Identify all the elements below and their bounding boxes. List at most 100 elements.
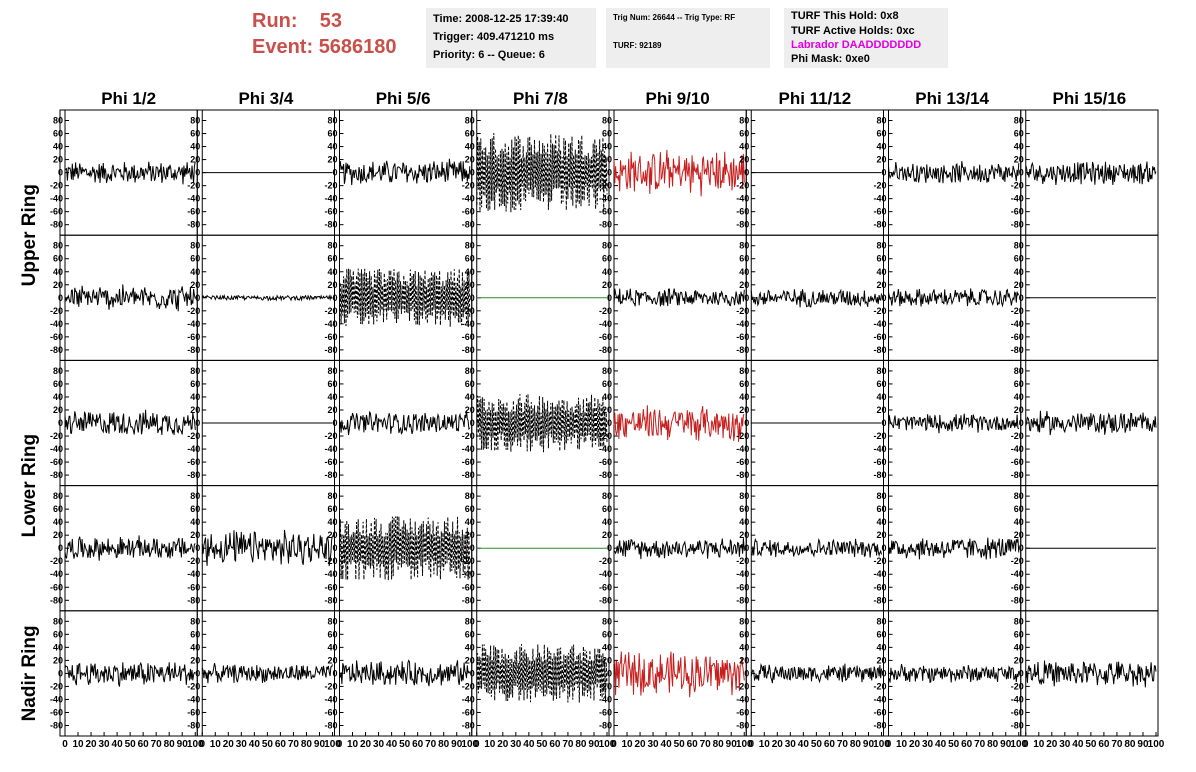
y-tick-label: 40	[602, 392, 612, 402]
y-tick-label: -80	[324, 595, 337, 605]
column-header: Phi 3/4	[238, 89, 293, 108]
run-line: Run: 53	[252, 8, 422, 34]
y-tick-label: 60	[327, 504, 337, 514]
y-tick-label: -40	[187, 444, 200, 454]
y-tick-label: 40	[1014, 142, 1024, 152]
x-tick-label: 70	[700, 739, 712, 750]
y-tick-label: 80	[602, 616, 612, 626]
y-tick-label: -60	[324, 332, 337, 342]
x-tick-label: 80	[164, 739, 176, 750]
y-tick-label: -40	[324, 319, 337, 329]
y-tick-label: 60	[1014, 379, 1024, 389]
y-tick-label: 20	[190, 655, 200, 665]
y-tick-label: 80	[1014, 491, 1024, 501]
x-tick-label: 10	[72, 739, 84, 750]
y-tick-label: -80	[324, 720, 337, 730]
y-tick-label: -40	[873, 194, 886, 204]
y-tick-label: 0	[470, 668, 475, 678]
y-tick-label: 80	[739, 616, 749, 626]
y-tick-label: 20	[602, 530, 612, 540]
y-tick-label: -20	[187, 681, 200, 691]
y-tick-label: -60	[736, 332, 749, 342]
column-header: Phi 7/8	[513, 89, 568, 108]
y-tick-label: 20	[465, 405, 475, 415]
column-header: Phi 13/14	[915, 89, 989, 108]
x-tick-label: 50	[948, 739, 960, 750]
y-tick-label: 0	[1019, 668, 1024, 678]
y-tick-label: 40	[876, 642, 886, 652]
y-tick-label: -40	[324, 569, 337, 579]
y-tick-label: -60	[1011, 457, 1024, 467]
y-tick-label: 60	[876, 504, 886, 514]
y-tick-label: 40	[602, 642, 612, 652]
y-tick-label: 20	[190, 155, 200, 165]
y-tick-label: 20	[53, 405, 63, 415]
y-tick-label: -80	[462, 470, 475, 480]
y-tick-label: -20	[736, 306, 749, 316]
waveform-trace	[1025, 660, 1157, 688]
labrador-text: Labrador DAADDDDDDD	[791, 39, 922, 51]
y-tick-label: -20	[324, 431, 337, 441]
waveform-trace	[64, 661, 196, 687]
y-tick-label: 40	[190, 392, 200, 402]
trig-num-text: Trig Num: 26644 -- Trig Type: RF	[613, 13, 736, 22]
y-tick-label: 20	[739, 280, 749, 290]
y-tick-label: 40	[53, 392, 63, 402]
x-tick-label: 40	[1072, 739, 1084, 750]
y-tick-label: 80	[602, 116, 612, 126]
x-tick-label: 40	[935, 739, 947, 750]
x-tick-label: 60	[549, 739, 561, 750]
y-tick-label: 0	[58, 293, 63, 303]
y-tick-label: -20	[462, 306, 475, 316]
y-tick-label: 20	[876, 405, 886, 415]
waveform-trace	[888, 413, 1020, 434]
y-tick-label: -60	[1011, 582, 1024, 592]
y-tick-label: 0	[881, 418, 886, 428]
y-tick-label: -60	[187, 707, 200, 717]
y-tick-label: -20	[873, 556, 886, 566]
y-tick-label: 60	[602, 379, 612, 389]
y-tick-label: 0	[881, 168, 886, 178]
y-tick-label: -60	[1011, 707, 1024, 717]
y-tick-label: -40	[462, 569, 475, 579]
y-tick-label: -80	[187, 345, 200, 355]
y-tick-label: 40	[190, 642, 200, 652]
y-tick-label: -20	[736, 431, 749, 441]
x-tick-label: 0	[886, 739, 892, 750]
x-tick-label: 70	[425, 739, 437, 750]
y-tick-label: -20	[324, 306, 337, 316]
y-tick-label: -40	[1011, 569, 1024, 579]
x-tick-label: 100	[324, 739, 341, 750]
y-tick-label: 60	[739, 379, 749, 389]
y-tick-label: 0	[744, 168, 749, 178]
x-tick-label: 70	[288, 739, 300, 750]
x-tick-label: 80	[301, 739, 313, 750]
y-tick-label: -40	[1011, 694, 1024, 704]
y-tick-label: 40	[327, 142, 337, 152]
x-tick-label: 0	[199, 739, 205, 750]
y-tick-label: 0	[744, 418, 749, 428]
y-tick-label: -20	[187, 556, 200, 566]
y-tick-label: -20	[462, 556, 475, 566]
x-tick-label: 60	[412, 739, 424, 750]
y-tick-label: 60	[53, 254, 63, 264]
y-tick-label: -20	[599, 681, 612, 691]
waveform-trace	[339, 410, 471, 436]
x-tick-label: 10	[484, 739, 496, 750]
y-tick-label: -80	[599, 220, 612, 230]
y-tick-label: 0	[58, 668, 63, 678]
panel-frame	[196, 485, 335, 612]
y-tick-label: 80	[739, 491, 749, 501]
y-tick-label: 0	[470, 168, 475, 178]
y-tick-label: -80	[324, 345, 337, 355]
y-tick-label: -40	[873, 444, 886, 454]
waveform-trace	[476, 644, 608, 703]
x-tick-label: 50	[674, 739, 686, 750]
y-tick-label: 20	[739, 655, 749, 665]
y-tick-label: 60	[876, 629, 886, 639]
y-tick-label: -40	[462, 444, 475, 454]
y-tick-label: -40	[873, 569, 886, 579]
y-tick-label: 60	[53, 629, 63, 639]
y-tick-label: 40	[190, 142, 200, 152]
y-tick-label: 80	[190, 491, 200, 501]
